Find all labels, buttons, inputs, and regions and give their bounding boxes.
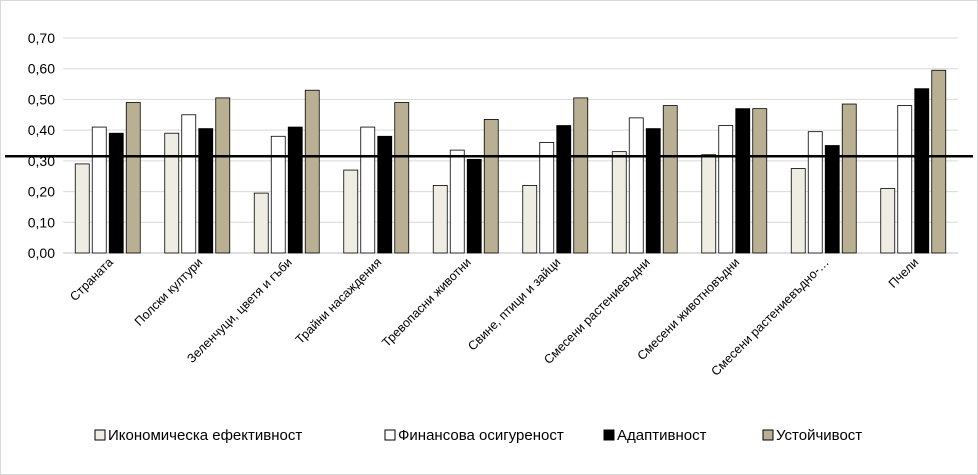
bar-4-1 — [125, 102, 141, 254]
bar-2-3 — [270, 135, 286, 254]
bar-1-3 — [253, 192, 269, 254]
bar-3-9 — [824, 145, 840, 254]
bar-2-2 — [181, 114, 197, 254]
y-axis-ticks: 0,000,100,200,300,400,500,600,70 — [28, 30, 55, 261]
legend-label: Финансова осигуреност — [398, 427, 564, 444]
legend-label: Икономическа ефективност — [108, 427, 302, 444]
legend-label: Адаптивност — [617, 427, 707, 444]
bar-1-9 — [790, 168, 806, 254]
legend: Икономическа ефективност Финансова осигур… — [94, 427, 862, 444]
bar-4-2 — [215, 97, 231, 254]
bar-4-7 — [662, 105, 678, 254]
bar-4-5 — [483, 118, 499, 254]
bar-1-1 — [74, 163, 90, 254]
bar-4-10 — [931, 69, 947, 254]
y-tick-label: 0,50 — [28, 91, 55, 107]
bar-2-1 — [91, 126, 107, 254]
bar-3-7 — [645, 128, 661, 254]
y-tick-label: 0,40 — [28, 122, 55, 138]
bar-1-7 — [611, 151, 627, 254]
legend-swatch — [94, 429, 106, 441]
y-tick-label: 0,10 — [28, 214, 55, 230]
bar-3-3 — [287, 126, 303, 254]
bar-1-4 — [343, 169, 359, 254]
bar-2-4 — [360, 126, 376, 254]
bar-3-4 — [377, 135, 393, 254]
bar-3-1 — [108, 132, 124, 254]
bar-3-2 — [198, 128, 214, 254]
bar-1-5 — [432, 185, 448, 254]
y-tick-label: 0,70 — [28, 30, 55, 46]
bar-3-6 — [556, 125, 572, 254]
bar-3-5 — [466, 158, 482, 254]
bars — [74, 69, 947, 254]
bar-2-7 — [628, 117, 644, 254]
y-tick-label: 0,00 — [28, 245, 55, 261]
bar-2-6 — [539, 142, 555, 254]
bar-4-3 — [304, 89, 320, 254]
bar-4-8 — [752, 108, 768, 254]
bar-4-4 — [394, 102, 410, 254]
bar-2-5 — [449, 149, 465, 254]
legend-swatch — [762, 429, 774, 441]
bar-3-10 — [914, 88, 930, 254]
y-tick-label: 0,60 — [28, 61, 55, 77]
y-tick-label: 0,20 — [28, 184, 55, 200]
bar-4-9 — [841, 103, 857, 254]
legend-swatch — [603, 429, 615, 441]
bar-1-8 — [701, 154, 717, 254]
bar-1-6 — [522, 185, 538, 254]
bar-2-9 — [807, 131, 823, 254]
bar-2-10 — [897, 105, 913, 254]
legend-label: Устойчивост — [776, 427, 862, 444]
bar-3-8 — [735, 108, 751, 254]
bar-2-8 — [718, 125, 734, 254]
legend-swatch — [384, 429, 396, 441]
bar-1-10 — [880, 188, 896, 254]
bar-4-6 — [573, 97, 589, 254]
bar-1-2 — [164, 132, 180, 254]
